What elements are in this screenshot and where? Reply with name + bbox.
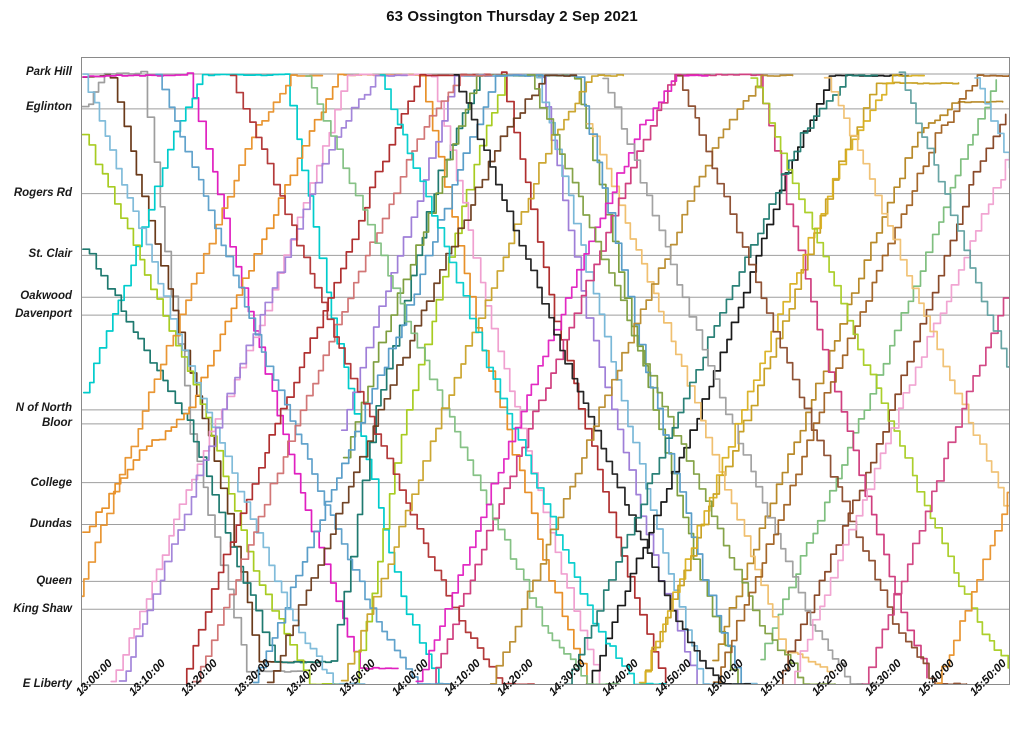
series-line bbox=[898, 71, 1009, 368]
y-axis-label: Eglinton bbox=[26, 101, 72, 113]
x-axis-tick bbox=[345, 685, 346, 692]
series-line bbox=[453, 73, 752, 684]
series-line bbox=[229, 74, 535, 684]
series-line bbox=[82, 74, 324, 664]
series-line bbox=[82, 74, 506, 684]
x-axis-ticks bbox=[81, 685, 1010, 693]
x-axis-tick bbox=[713, 685, 715, 692]
y-axis-label: N of North bbox=[15, 402, 72, 414]
x-axis-tick bbox=[555, 685, 557, 692]
series-line bbox=[415, 74, 709, 683]
series-line bbox=[435, 73, 928, 684]
series-line bbox=[110, 73, 601, 684]
x-axis-tick bbox=[82, 685, 83, 692]
series-line bbox=[794, 158, 1009, 684]
series-line bbox=[118, 74, 408, 682]
series-lines bbox=[82, 70, 1009, 684]
x-axis-tick bbox=[871, 685, 872, 692]
x-axis-tick bbox=[292, 685, 294, 692]
series-line bbox=[379, 74, 667, 684]
x-axis-tick bbox=[660, 685, 662, 692]
series-line bbox=[565, 74, 879, 684]
series-line bbox=[936, 491, 1009, 684]
plot-area bbox=[81, 57, 1010, 685]
y-axis-label: Park Hill bbox=[25, 66, 72, 78]
y-axis-label: College bbox=[30, 477, 72, 489]
series-line bbox=[82, 74, 324, 598]
series-line bbox=[712, 100, 1004, 662]
series-line bbox=[781, 113, 1007, 684]
series-line bbox=[489, 74, 794, 684]
series-line bbox=[252, 74, 743, 684]
series-line bbox=[340, 74, 698, 684]
series-line bbox=[602, 77, 883, 684]
series-line bbox=[82, 74, 481, 664]
x-axis-tick bbox=[608, 685, 609, 692]
series-line bbox=[305, 75, 620, 684]
x-axis-tick bbox=[976, 685, 978, 692]
x-axis-tick bbox=[765, 685, 767, 692]
y-axis-label: E Liberty bbox=[22, 678, 72, 690]
series-line bbox=[82, 70, 305, 673]
x-axis-tick bbox=[818, 685, 820, 692]
x-axis-label-group: 13:00:00 13:10:00 13:20:00 13:30:00 13:40:00… bbox=[0, 657, 1024, 749]
x-axis-tick bbox=[187, 685, 189, 692]
series-line bbox=[82, 73, 588, 684]
x-axis-tick bbox=[450, 685, 452, 692]
series-line bbox=[526, 74, 836, 684]
y-axis-label: Bloor bbox=[41, 417, 72, 429]
series-line bbox=[676, 74, 968, 684]
series-line bbox=[861, 297, 1009, 684]
series-line bbox=[82, 73, 366, 684]
series-line bbox=[712, 74, 1009, 684]
series-line bbox=[266, 74, 578, 684]
chart-title: 63 Ossington Thursday 2 Sep 2021 bbox=[386, 8, 638, 25]
series-line bbox=[823, 76, 1009, 507]
gridlines bbox=[82, 73, 1009, 610]
y-axis-label: Rogers Rd bbox=[13, 187, 72, 199]
series-line bbox=[155, 73, 451, 684]
series-line bbox=[760, 79, 998, 661]
y-axis-label-group: Park Hill Eglinton Rogers Rd St. Clair Oakwo… bbox=[0, 57, 76, 690]
x-axis-tick bbox=[923, 685, 925, 692]
y-axis-label: Davenport bbox=[15, 308, 72, 320]
series-line bbox=[638, 74, 926, 684]
y-axis-label: St. Clair bbox=[28, 248, 72, 260]
x-axis-tick bbox=[397, 685, 399, 692]
plot-inner bbox=[82, 58, 1009, 684]
series-line bbox=[750, 77, 1009, 669]
y-axis-label: Queen bbox=[36, 575, 72, 587]
x-axis-tick bbox=[502, 685, 504, 692]
y-axis-label: Oakwood bbox=[20, 290, 72, 302]
series-line bbox=[192, 74, 493, 683]
x-axis-tick bbox=[134, 685, 136, 692]
series-line bbox=[82, 73, 440, 684]
y-axis-label: Dundas bbox=[29, 518, 72, 530]
series-line bbox=[586, 122, 834, 673]
y-axis-label: King Shaw bbox=[13, 603, 72, 615]
series-line bbox=[340, 74, 625, 682]
series-line bbox=[640, 81, 960, 684]
x-axis-tick bbox=[239, 685, 241, 692]
series-line bbox=[185, 71, 667, 684]
